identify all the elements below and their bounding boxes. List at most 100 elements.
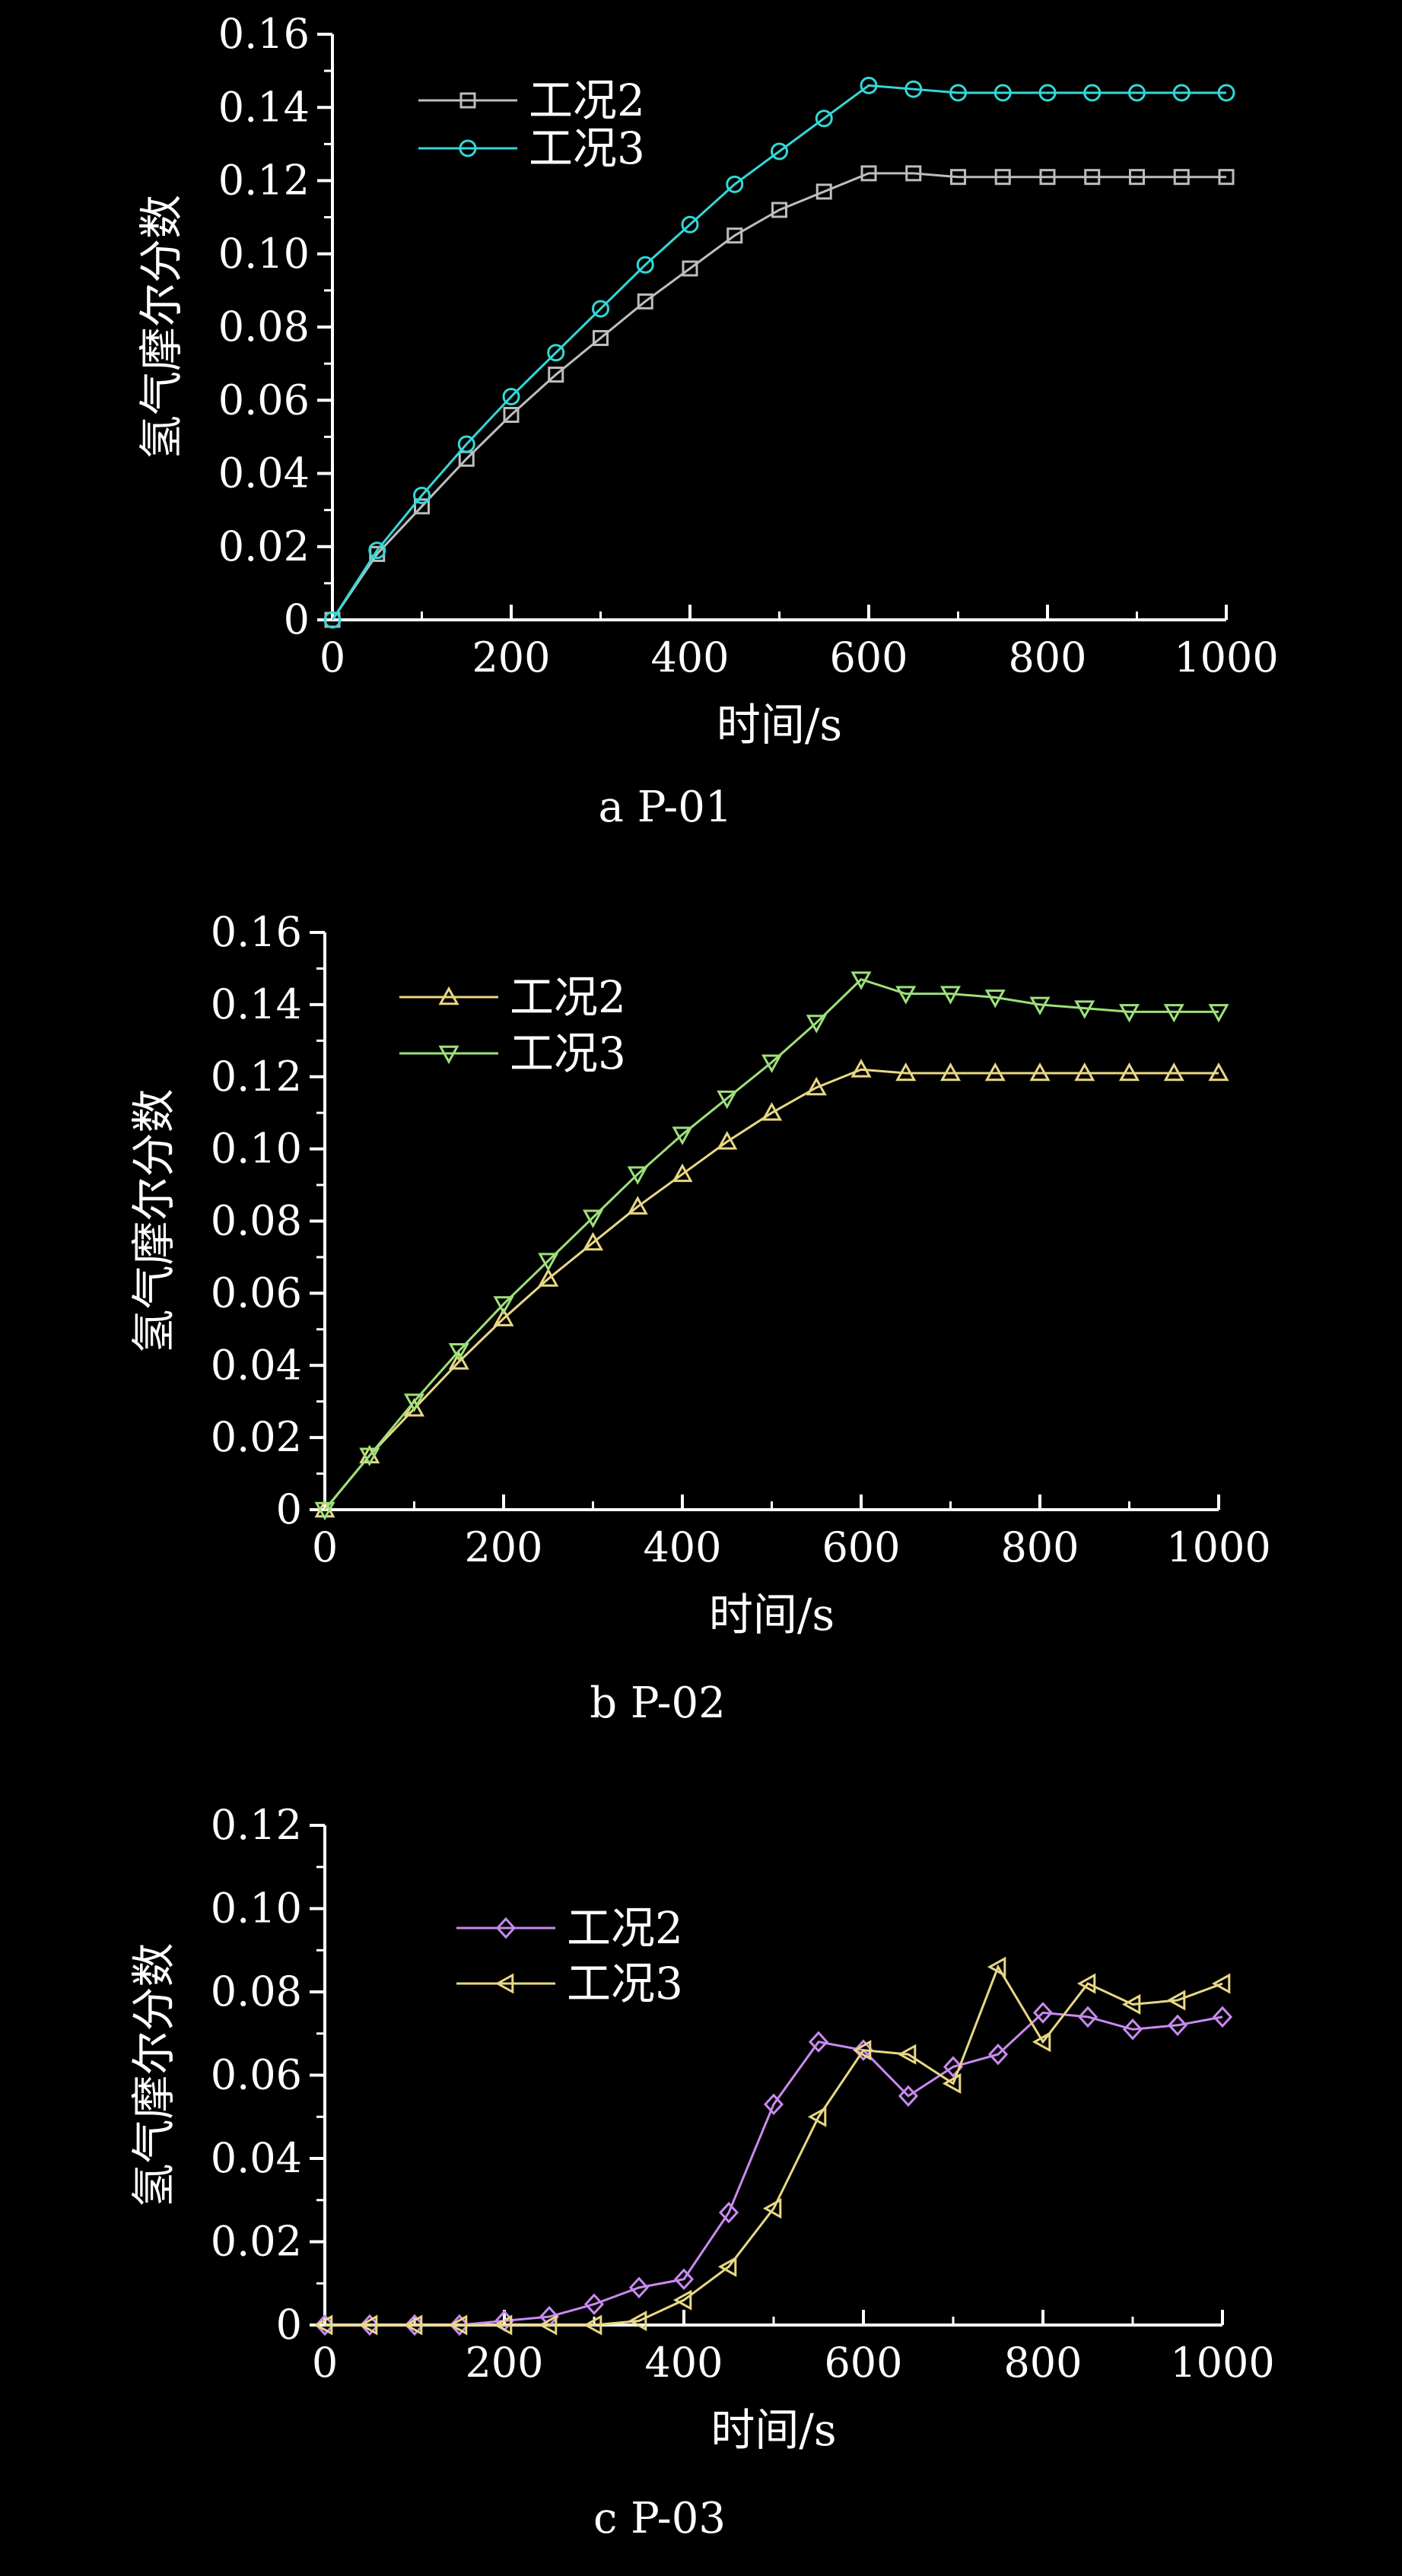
series-2 xyxy=(323,76,1235,629)
data-point xyxy=(1172,84,1191,102)
y-tick-label: 0.12 xyxy=(211,1801,302,1849)
y-tick-label: 0 xyxy=(276,2301,302,2349)
y-tick-label: 0.10 xyxy=(218,230,310,278)
data-point xyxy=(943,2056,964,2078)
series-2 xyxy=(313,1956,1231,2336)
data-point xyxy=(1038,84,1057,102)
data-point xyxy=(1208,1062,1229,1082)
data-point xyxy=(1163,1062,1184,1082)
data-point xyxy=(1032,2031,1051,2053)
data-point xyxy=(1029,1062,1051,1082)
x-tick-label: 200 xyxy=(465,2339,543,2387)
y-tick-label: 0.04 xyxy=(211,2134,302,2182)
data-point xyxy=(984,989,1006,1008)
data-point xyxy=(672,2289,692,2311)
legend-label: 工况3 xyxy=(567,1958,683,2009)
legend-marker xyxy=(438,1045,459,1065)
data-point xyxy=(493,1296,514,1315)
data-point xyxy=(905,165,922,182)
data-point xyxy=(761,1102,783,1121)
data-point xyxy=(1118,1004,1140,1023)
data-point xyxy=(939,1062,962,1082)
data-point xyxy=(538,1268,559,1287)
legend-marker xyxy=(459,92,476,109)
legend-entry-2: 工况3 xyxy=(456,1958,683,2009)
data-point xyxy=(672,1163,693,1183)
data-point xyxy=(368,542,386,560)
data-point xyxy=(904,80,923,98)
y-axis-title: 氢气摩尔分数 xyxy=(135,195,187,459)
y-tick-label: 0 xyxy=(284,596,310,643)
data-point xyxy=(582,1209,604,1228)
y-axis-title: 氢气摩尔分数 xyxy=(128,1942,180,2207)
series-1 xyxy=(324,165,1235,628)
x-tick-label: 600 xyxy=(829,634,908,681)
data-point xyxy=(898,2085,919,2107)
series-line xyxy=(325,2011,1223,2327)
x-axis-title: 时间/s xyxy=(717,699,842,751)
y-tick-label: 0.14 xyxy=(211,980,302,1028)
legend-marker xyxy=(495,1917,517,1939)
data-point xyxy=(806,1076,827,1096)
series-2 xyxy=(314,971,1229,1521)
panel-caption: a P-01 xyxy=(599,783,733,832)
data-point xyxy=(1128,84,1146,102)
data-point xyxy=(672,1126,693,1145)
legend-entry-1: 工况2 xyxy=(418,75,645,126)
x-tick-label: 1000 xyxy=(1166,1523,1270,1571)
data-point xyxy=(852,2040,872,2061)
data-point xyxy=(627,1166,648,1185)
legend-label: 工况3 xyxy=(529,122,645,174)
legend-entry-1: 工况2 xyxy=(399,971,626,1023)
x-tick-label: 0 xyxy=(320,634,345,681)
y-tick-label: 0.04 xyxy=(211,1341,302,1389)
data-point xyxy=(718,2201,739,2224)
x-axis-title: 时间/s xyxy=(709,1589,835,1641)
data-point xyxy=(583,2314,602,2336)
legend-entry-2: 工况3 xyxy=(418,122,645,174)
data-point xyxy=(1083,84,1102,102)
data-point xyxy=(942,2073,962,2094)
data-point xyxy=(895,986,917,1005)
data-point xyxy=(763,2093,784,2116)
data-point xyxy=(806,1015,827,1034)
data-point xyxy=(493,2314,513,2336)
panel-caption: c P-03 xyxy=(593,2494,726,2543)
data-point xyxy=(994,169,1011,186)
data-point xyxy=(1173,169,1190,186)
data-point xyxy=(414,498,430,515)
data-point xyxy=(582,1231,604,1251)
x-tick-label: 600 xyxy=(822,1523,900,1571)
data-point xyxy=(1032,2002,1054,2024)
data-point xyxy=(1121,1993,1141,2015)
y-tick-label: 0.02 xyxy=(218,523,310,570)
data-point xyxy=(1122,2019,1143,2041)
data-point xyxy=(762,2198,782,2219)
data-point xyxy=(860,165,877,182)
data-point xyxy=(726,227,743,244)
y-tick-label: 0.08 xyxy=(211,1968,302,2015)
data-point xyxy=(457,435,475,453)
data-point xyxy=(939,986,962,1005)
data-point xyxy=(717,1090,738,1110)
x-tick-label: 800 xyxy=(1008,634,1086,681)
data-point xyxy=(1129,169,1145,186)
data-point xyxy=(950,169,966,186)
x-tick-label: 400 xyxy=(643,1523,721,1571)
chart-panel-3: 0 0.02 0.04 0.06 0.08 0.10 0.12 0 200 400 600 800 10… xyxy=(128,1801,1275,2543)
data-point xyxy=(682,260,698,277)
data-point xyxy=(448,1351,469,1370)
data-point xyxy=(636,256,654,274)
data-point xyxy=(1118,1062,1140,1082)
data-point xyxy=(1074,1062,1095,1082)
legend-entry-1: 工况2 xyxy=(456,1902,683,1954)
data-point xyxy=(993,84,1012,102)
data-point xyxy=(502,387,520,405)
y-tick-label: 0 xyxy=(276,1485,302,1533)
data-point xyxy=(1074,1000,1095,1019)
y-tick-label: 0.16 xyxy=(211,908,302,956)
data-point xyxy=(1076,1973,1096,1994)
data-point xyxy=(1163,1004,1184,1023)
y-tick-label: 0.04 xyxy=(218,449,310,497)
data-point xyxy=(771,202,787,218)
